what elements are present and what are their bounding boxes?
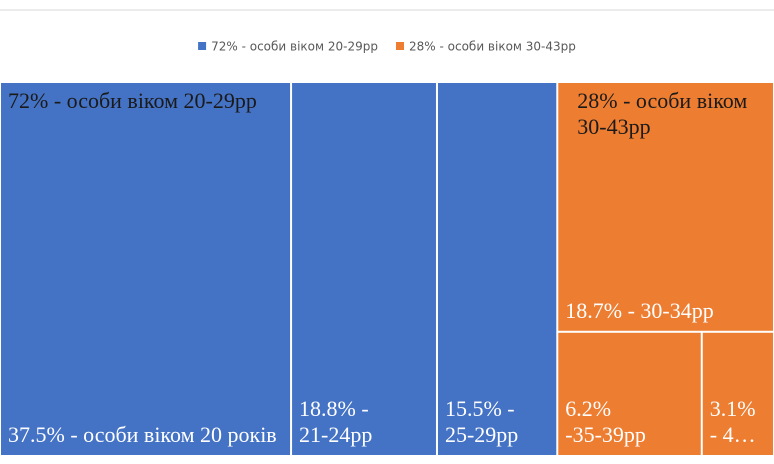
label-line: 15.5% - (445, 396, 520, 421)
group-label: 28% - особи віком 30-43рр (577, 88, 753, 139)
label-line: 6.2% (565, 396, 616, 421)
tile (702, 332, 773, 455)
tile (1, 83, 291, 455)
group-label: 72% - особи віком 20-29рр (8, 88, 257, 113)
tile-label: 18.8% - 21-24рр (299, 396, 374, 447)
label-line: 18.8% - (299, 396, 374, 421)
legend-label: 28% - особи віком 30-43рр (409, 40, 576, 54)
label-line: 37.5% - особи віком 20 років (8, 422, 277, 447)
label-line: - 4… (710, 422, 756, 447)
label-line: 30-43рр (577, 114, 650, 139)
legend-label: 72% - особи віком 20-29рр (211, 40, 378, 54)
tile-label: 15.5% - 25-29рр (445, 396, 520, 447)
label-line: 3.1% (710, 396, 761, 421)
tile (558, 83, 773, 331)
tile-label: 6.2% -35-39рр (565, 396, 646, 447)
tile (292, 83, 436, 455)
tile (437, 83, 557, 455)
tile-label: 3.1% - 4… (710, 396, 761, 447)
tile-label: 18.7% - 30-34рр (565, 298, 713, 323)
label-line: 18.7% - 30-34рр (565, 298, 713, 323)
label-line: 21-24рр (299, 422, 372, 447)
label-line: 72% - особи віком 20-29рр (8, 88, 257, 113)
legend-swatch (396, 42, 404, 50)
legend-swatch (198, 42, 207, 50)
legend: 72% - особи віком 20-29рр 28% - особи вік… (198, 40, 576, 54)
label-line: 28% - особи віком (577, 88, 753, 113)
label-line: 25-29рр (445, 422, 518, 447)
tile-label: 37.5% - особи віком 20 років (8, 422, 277, 447)
tile (558, 332, 701, 455)
label-line: -35-39рр (565, 422, 646, 447)
